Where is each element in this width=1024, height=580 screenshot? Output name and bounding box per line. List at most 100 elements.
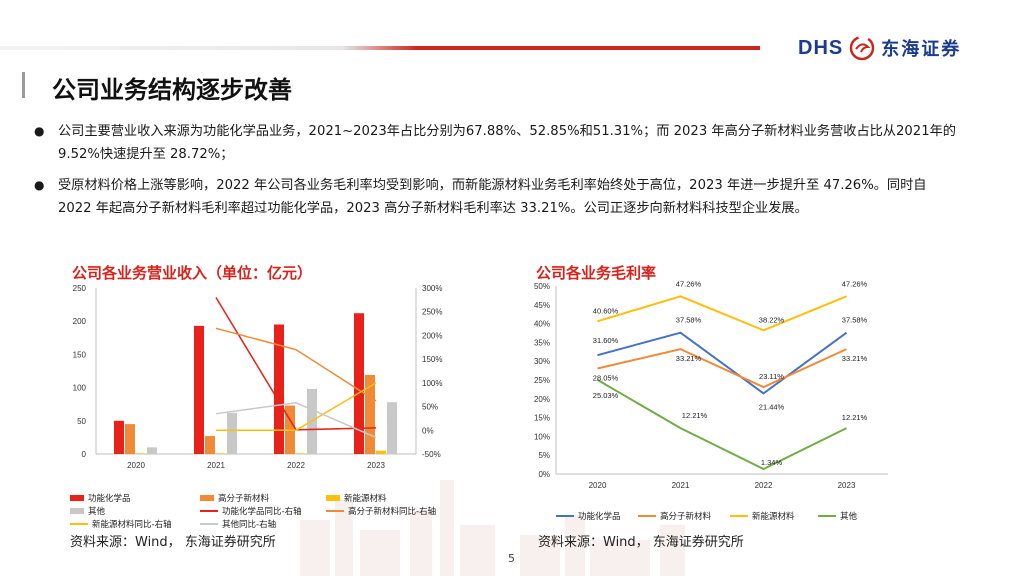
legend-item: 功能化学品 [70, 492, 131, 504]
x-tick-label: 2022 [287, 461, 305, 470]
legend-item: 功能化学品同比-右轴 [200, 505, 302, 517]
y2-tick-label: 150% [422, 355, 442, 364]
margin-chart-source: 资料来源：Wind， 东海证券研究所 [538, 535, 744, 550]
data-label: 33.21% [676, 354, 702, 363]
bar-功能化学品 [194, 325, 204, 454]
line-其他同比-右轴 [215, 402, 377, 439]
y-tick-label: 5% [538, 451, 550, 460]
bar-新能源材料 [376, 450, 386, 454]
legend-item: 其他同比-右轴 [200, 518, 276, 530]
margin-chart-legend: 功能化学品 高分子新材料 新能源材料 其他 [556, 510, 916, 524]
title-accent-bar [22, 72, 25, 98]
bar-新能源材料 [216, 453, 226, 454]
y-tick-label: 100 [73, 384, 87, 393]
x-tick-label: 2023 [367, 461, 385, 470]
line-其他 [596, 379, 847, 471]
bullet-item: ● 受原材料价格上涨等影响，2022 年公司各业务毛利率均受到影响，而新能源材料… [34, 174, 964, 220]
y-tick-label: 50 [77, 417, 86, 426]
legend-item: 高分子新材料 [638, 510, 711, 522]
bullet-text: 公司主要营业收入来源为功能化学品业务，2021~2023年占比分别为67.88%… [58, 124, 956, 162]
y-tick-label: 40% [534, 320, 550, 329]
bullet-list: ● 公司主要营业收入来源为功能化学品业务，2021~2023年占比分别为67.8… [34, 120, 964, 228]
brand-name: 东海证券 [881, 39, 962, 60]
bullet-dot-icon: ● [34, 124, 45, 138]
data-label: 21.44% [759, 402, 785, 411]
data-label: 25.03% [593, 391, 619, 400]
data-label: 1.34% [761, 458, 783, 467]
margin-chart-title: 公司各业务毛利率 [536, 264, 657, 282]
data-label: 40.60% [593, 306, 619, 315]
y-tick-label: 20% [534, 395, 550, 404]
data-label: 38.22% [759, 315, 785, 324]
data-label: 12.21% [842, 413, 868, 422]
legend-item: 新能源材料同比-右轴 [70, 518, 172, 530]
y-tick-label: 45% [534, 301, 550, 310]
y-tick-label: 15% [534, 414, 550, 423]
legend-item: 高分子新材料同比-右轴 [326, 505, 436, 517]
y-tick-label: 150 [73, 350, 87, 359]
y2-tick-label: 100% [422, 379, 442, 388]
data-label: 47.26% [842, 279, 868, 288]
line-新能源材料 [597, 295, 847, 332]
revenue-chart-legend: 功能化学品 高分子新材料 新能源材料 其他 功能化学品同比-右轴 高分子新材料同… [70, 492, 470, 532]
legend-item: 高分子新材料 [200, 492, 269, 504]
y-tick-label: 50% [534, 282, 550, 291]
y2-tick-label: 200% [422, 331, 442, 340]
bar-功能化学品 [114, 420, 124, 454]
legend-item: 其他 [70, 505, 105, 517]
revenue-chart: 0 50 100 150 200 250 -50% 0% 50% 100% 150% 200% 250%… [73, 284, 443, 470]
bullet-text: 受原材料价格上涨等影响，2022 年公司各业务毛利率均受到影响，而新能源材料业务… [58, 178, 927, 216]
bar-功能化学品 [274, 324, 284, 454]
line-功能化学品 [597, 331, 848, 395]
y-tick-label: 30% [534, 357, 550, 366]
dragon-emblem-icon [849, 35, 875, 61]
line-高分子新材料同比-右轴 [215, 327, 377, 402]
page-number: 5 [508, 552, 515, 565]
bar-其他 [387, 402, 397, 454]
y-tick-label: 10% [534, 432, 550, 441]
bar-新能源材料 [296, 453, 306, 454]
y-tick-label: 25% [534, 376, 550, 385]
data-label: 37.58% [676, 316, 702, 325]
brand-logo-text: DHS [798, 36, 844, 59]
y-tick-label: 0 [82, 450, 87, 459]
y2-tick-label: -50% [422, 450, 441, 459]
y2-tick-label: 0% [422, 426, 434, 435]
data-label: 37.58% [842, 316, 868, 325]
y-tick-label: 250 [73, 284, 87, 293]
bar-其他 [147, 447, 157, 454]
legend-item: 其他 [818, 510, 857, 522]
y2-tick-label: 250% [422, 308, 442, 317]
x-tick-label: 2020 [589, 481, 607, 490]
bar-高分子新材料 [125, 424, 135, 454]
revenue-chart-title: 公司各业务营业收入（单位：亿元） [72, 264, 313, 282]
y2-tick-label: 50% [422, 403, 438, 412]
data-label: 31.60% [593, 336, 619, 345]
bullet-dot-icon: ● [34, 178, 45, 192]
data-label: 12.21% [682, 411, 708, 420]
x-tick-label: 2022 [755, 481, 773, 490]
legend-item: 新能源材料 [326, 492, 387, 504]
y2-tick-label: 300% [422, 284, 442, 293]
header-rule [0, 46, 760, 50]
x-tick-label: 2023 [838, 481, 856, 490]
bar-功能化学品 [354, 313, 364, 454]
data-label: 28.05% [593, 374, 619, 383]
y-tick-label: 200 [73, 317, 87, 326]
margin-chart: 0% 5% 10% 15% 20% 25% 30% 35% 40% 45% 50% 2020 2021 2… [534, 279, 888, 490]
bullet-item: ● 公司主要营业收入来源为功能化学品业务，2021~2023年占比分别为67.8… [34, 120, 964, 166]
brand-logo: DHS 东海证券 [798, 30, 961, 66]
y-tick-label: 35% [534, 338, 550, 347]
legend-item: 功能化学品 [556, 510, 621, 522]
revenue-chart-source: 资料来源：Wind， 东海证券研究所 [70, 535, 276, 550]
bar-新能源材料 [136, 453, 146, 454]
line-高分子新材料 [597, 348, 847, 389]
data-label: 47.26% [676, 279, 702, 288]
x-tick-label: 2021 [207, 461, 225, 470]
data-label: 23.11% [759, 372, 784, 381]
data-label: 33.21% [842, 354, 868, 363]
bar-高分子新材料 [365, 374, 375, 454]
legend-item: 新能源材料 [730, 510, 795, 522]
y-tick-label: 0% [538, 470, 550, 479]
line-新能源材料同比-右轴 [216, 382, 377, 432]
